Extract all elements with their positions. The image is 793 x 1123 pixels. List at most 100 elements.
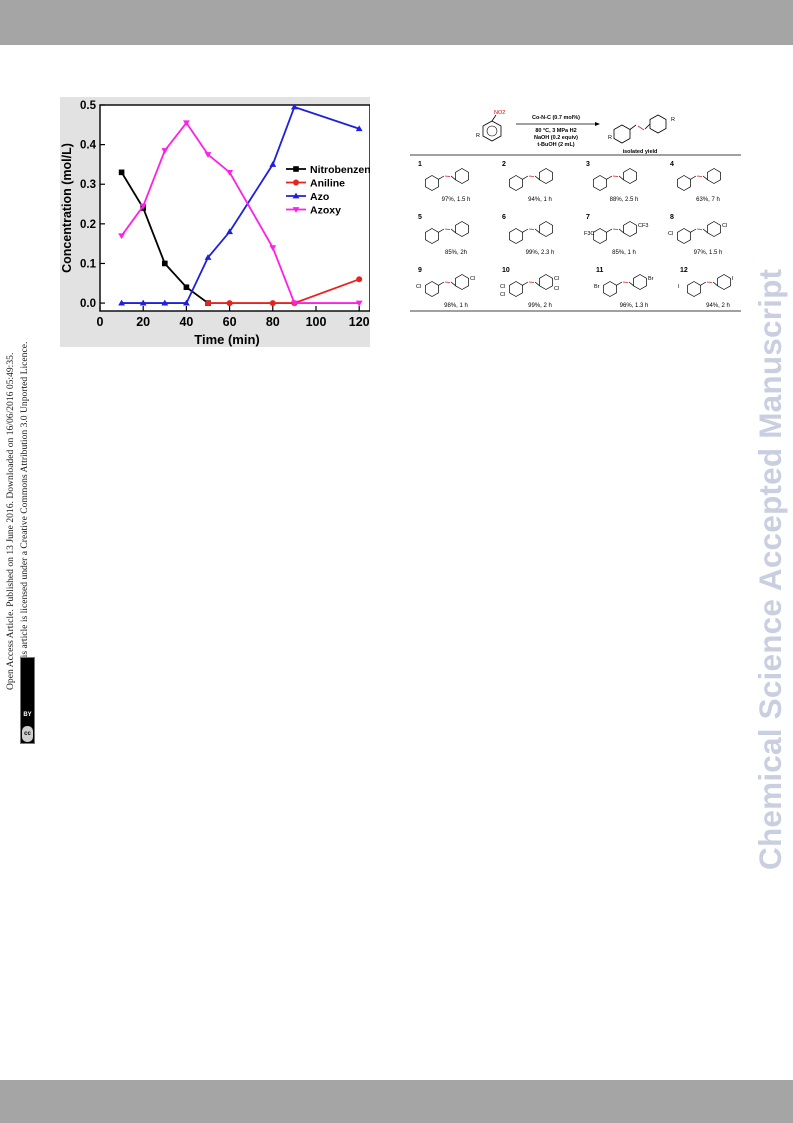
entry-yield: 85%, 2h [445, 250, 467, 256]
open-access-line-1: Open Access Article. Published on 13 Jun… [5, 352, 16, 690]
entry-yield: 85%, 1 h [612, 250, 636, 256]
azo-bond [612, 175, 619, 177]
azo-bond [706, 281, 713, 283]
benzene-ring [707, 168, 721, 184]
nitrobenzene-legend-label: Nitrobenzene [310, 164, 370, 176]
bond-line [618, 175, 624, 180]
azoxy-data-point [291, 300, 298, 307]
footer-band [0, 1080, 793, 1123]
benzene-ring [687, 281, 701, 297]
azo-data-point [161, 299, 169, 306]
benzene-ring [425, 228, 439, 244]
entry-number: 2 [502, 161, 506, 168]
bond-line [618, 228, 624, 233]
benzene-ring [539, 274, 553, 290]
substrate-entry: 2 94%, 1 h [502, 161, 553, 203]
bond-line [702, 175, 708, 180]
by-badge-label: BY [23, 712, 32, 718]
nitrobenzene-data-point [162, 260, 168, 267]
azoxy-data-point [183, 120, 190, 127]
y-tick-label: 0.1 [80, 258, 97, 270]
bond-line [438, 228, 445, 233]
azobenzene-product: R R isolated yield [608, 114, 675, 155]
aniline-data-point [269, 300, 276, 307]
azo-data-point [269, 161, 277, 167]
license-line-2: This article is licensed under a Creativ… [19, 341, 30, 668]
substrate-entry: 4 63%, 7 h [670, 161, 721, 203]
azoxy-legend-label: Azoxy [310, 205, 341, 217]
x-axis-title: Time (min) [194, 332, 260, 347]
condition-solvent: t-BuOH (2 mL) [537, 142, 574, 148]
condition-catalyst: Co-N-C (0.7 mol%) [532, 115, 580, 121]
benzene-ring [623, 168, 637, 184]
bond-line [702, 228, 708, 233]
substituent-label: Br [594, 284, 600, 290]
bond-line [522, 281, 529, 286]
y-tick-label: 0.5 [80, 100, 97, 112]
benzene-ring [677, 228, 691, 244]
condition-base: NaOH (0.2 equiv) [534, 135, 578, 141]
substituent-label: CF3 [638, 223, 648, 229]
azo-legend-label: Azo [310, 191, 329, 203]
nitrobenzene-data-point [183, 284, 190, 291]
substituent-label: Cl [500, 284, 505, 290]
benzene-ring [455, 221, 469, 237]
reaction-conditions: Co-N-C (0.7 mol%) 80 °C, 3 MPa H2 NaOH (… [516, 115, 600, 148]
entry-number: 3 [586, 161, 590, 168]
azo-bond [444, 228, 451, 230]
bond-line [628, 281, 634, 286]
entry-number: 7 [586, 214, 590, 221]
substrate-entry: 1 97%, 1.5 h [418, 161, 470, 203]
substituent-label: Cl [470, 276, 475, 282]
bond-line [712, 281, 718, 286]
product-r-label-2: R [671, 117, 675, 123]
aniline-legend-marker [293, 179, 299, 186]
bond-line [522, 228, 529, 233]
substrate-scope-scheme: NO2 R Co-N-C (0.7 mol%) 80 °C, 3 MPa H2 … [410, 110, 741, 312]
substrate-entry: 3 88%, 2.5 h [586, 161, 638, 203]
azo-bond [612, 228, 619, 230]
entry-yield: 97%, 1.5 h [694, 250, 723, 256]
benzene-ring [717, 274, 731, 290]
x-tick-label: 100 [306, 315, 327, 329]
azo-data-point [183, 299, 190, 306]
x-tick-label: 120 [349, 315, 370, 329]
bond-line [438, 281, 445, 286]
benzene-ring [509, 228, 523, 244]
azo-data-point [226, 228, 233, 235]
y-tick-label: 0.3 [80, 179, 96, 191]
bond-line [606, 175, 613, 180]
substituent-label: I [678, 284, 680, 290]
cc-by-license-badge[interactable]: BY cc [20, 657, 35, 744]
entry-yield: 99%, 2 h [528, 303, 552, 309]
x-tick-label: 80 [266, 315, 280, 329]
entry-number: 8 [670, 214, 674, 221]
entry-number: 6 [502, 214, 506, 221]
bond-line [690, 228, 697, 233]
benzene-ring [623, 221, 637, 237]
y-tick-label: 0.4 [80, 140, 97, 152]
aniline-legend-label: Aniline [310, 178, 345, 190]
azoxy-legend-marker [292, 207, 300, 213]
benzene-ring [425, 281, 439, 297]
condition-temperature: 80 °C, 3 MPa H2 [535, 128, 576, 134]
substrate-entry: 5 85%, 2h [418, 214, 469, 256]
azo-bond [696, 175, 703, 177]
nitrobenzene-data-point [118, 169, 125, 176]
entry-yield: 98%, 1 h [444, 303, 468, 309]
bond-line [450, 228, 456, 233]
azo-data-point [118, 299, 125, 306]
entry-number: 4 [670, 161, 674, 168]
azoxy-data-point [204, 152, 212, 158]
entry-yield: 63%, 7 h [696, 197, 720, 203]
entry-number: 5 [418, 214, 422, 221]
entry-number: 12 [680, 267, 688, 274]
substrate-entry: 7 F3C CF3 85%, 1 h [584, 214, 648, 256]
benzene-ring [593, 228, 607, 244]
bond-line [690, 175, 697, 180]
open-access-notice: Open Access Article. Published on 13 Jun… [4, 270, 32, 690]
substituent-label: Cl [554, 276, 559, 282]
substituent-label: Cl [554, 286, 559, 292]
substrate-entry: 9 Cl Cl 98%, 1 h [416, 267, 475, 309]
bond-line [450, 281, 456, 286]
